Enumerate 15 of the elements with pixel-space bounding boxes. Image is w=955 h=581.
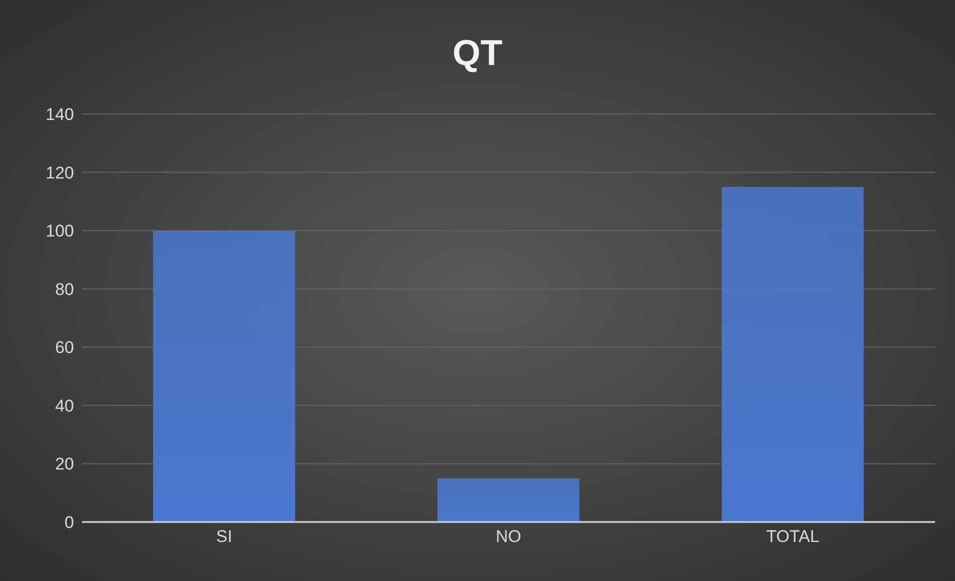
y-tick-label: 40: [55, 396, 74, 416]
bar: [153, 230, 296, 522]
y-tick-label: 100: [46, 222, 74, 241]
x-tick-label: NO: [496, 527, 522, 546]
y-tick-label: 0: [64, 513, 74, 532]
chart-title: QT: [452, 32, 504, 74]
bar: [437, 478, 580, 522]
y-tick-label: 60: [55, 338, 74, 358]
y-tick-label: 120: [46, 163, 74, 182]
x-tick-label: SI: [216, 527, 232, 546]
bar: [722, 186, 864, 522]
y-tick-label: 20: [55, 454, 74, 474]
y-tick-label: 140: [46, 105, 74, 124]
x-tick-label: TOTAL: [766, 527, 820, 546]
y-tick-label: 80: [55, 280, 74, 299]
